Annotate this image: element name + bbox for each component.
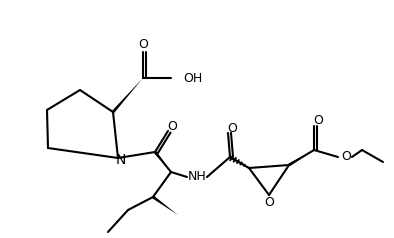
Text: O: O <box>167 120 177 134</box>
Polygon shape <box>152 196 178 215</box>
Text: O: O <box>138 39 148 51</box>
Text: NH: NH <box>188 170 206 183</box>
Polygon shape <box>112 78 143 113</box>
Text: O: O <box>264 195 274 208</box>
Text: O: O <box>227 122 237 134</box>
Text: O: O <box>313 114 323 128</box>
Text: OH: OH <box>183 71 202 84</box>
Text: N: N <box>116 153 126 167</box>
Polygon shape <box>154 151 171 172</box>
Polygon shape <box>288 150 314 166</box>
Text: O: O <box>341 150 351 164</box>
Polygon shape <box>229 156 249 168</box>
